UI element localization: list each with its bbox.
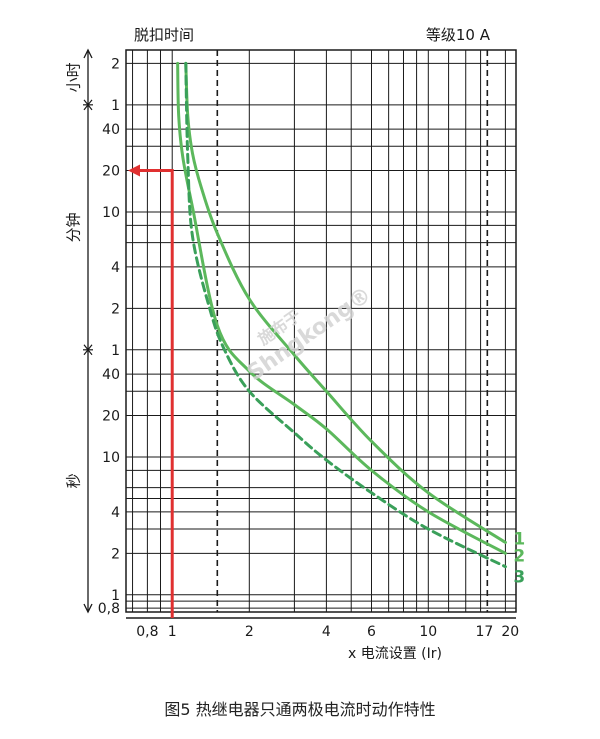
labels: 脱扣时间 等级10 A [134, 26, 491, 44]
x-axis: 0,8 1 2 4 6 10 17 20 x 电流设置 (Ir) [136, 624, 519, 662]
unit-section-label: 小时 [65, 62, 83, 92]
y-tick-label: 10 [102, 450, 120, 466]
down-arrow-icon [83, 603, 93, 614]
x-tick-label: 10 [419, 624, 437, 640]
unit-section-label: 分钟 [65, 212, 83, 242]
x-tick-label: 4 [322, 624, 331, 640]
y-tick-label: 1 [111, 98, 120, 114]
x-tick-label: 6 [367, 624, 376, 640]
y-tick-label: 4 [111, 260, 120, 276]
series-label-2: 2 [513, 546, 525, 566]
plot-border [125, 49, 517, 613]
y-tick-label: 20 [102, 164, 120, 180]
x-tick-label: 1 [168, 624, 177, 640]
y-tick-label: 0,8 [98, 601, 120, 617]
chart-title: 等级10 A [426, 26, 491, 44]
y-tick-label: 20 [102, 409, 120, 425]
curve-3 [184, 61, 507, 569]
y-tick-label: 1 [111, 588, 120, 604]
y-tick-label: 2 [111, 56, 120, 72]
x-tick-label: 17 [475, 624, 493, 640]
series-label-3: 3 [513, 568, 525, 588]
annotation-line [136, 169, 174, 618]
series-label-1: 1 [513, 529, 525, 549]
y-tick-label: 4 [111, 505, 120, 521]
curve-1 [184, 61, 507, 544]
curves: 123 [128, 61, 525, 618]
x-tick-label: 20 [501, 624, 519, 640]
plot-frame [125, 49, 517, 619]
chart-grid [126, 50, 516, 612]
unit-section-label: 秒 [65, 473, 83, 488]
y-axis-label: 脱扣时间 [134, 26, 194, 44]
x-tick-label: 2 [245, 624, 254, 640]
up-arrow-icon [83, 48, 93, 59]
annotation-arrow-icon [128, 164, 140, 177]
x-axis-label: x 电流设置 (Ir) [348, 646, 442, 662]
y-tick-label: 2 [111, 301, 120, 317]
y-tick-label: 40 [102, 122, 120, 138]
y-tick-label: 40 [102, 367, 120, 383]
curve-2 [176, 61, 507, 555]
y-tick-label: 2 [111, 546, 120, 562]
figure-caption: 图5 热继电器只通两极电流时动作特性 [164, 700, 436, 719]
y-tick-label: 1 [111, 343, 120, 359]
x-tick-label: 0,8 [136, 624, 158, 640]
y-tick-label: 10 [102, 205, 120, 221]
